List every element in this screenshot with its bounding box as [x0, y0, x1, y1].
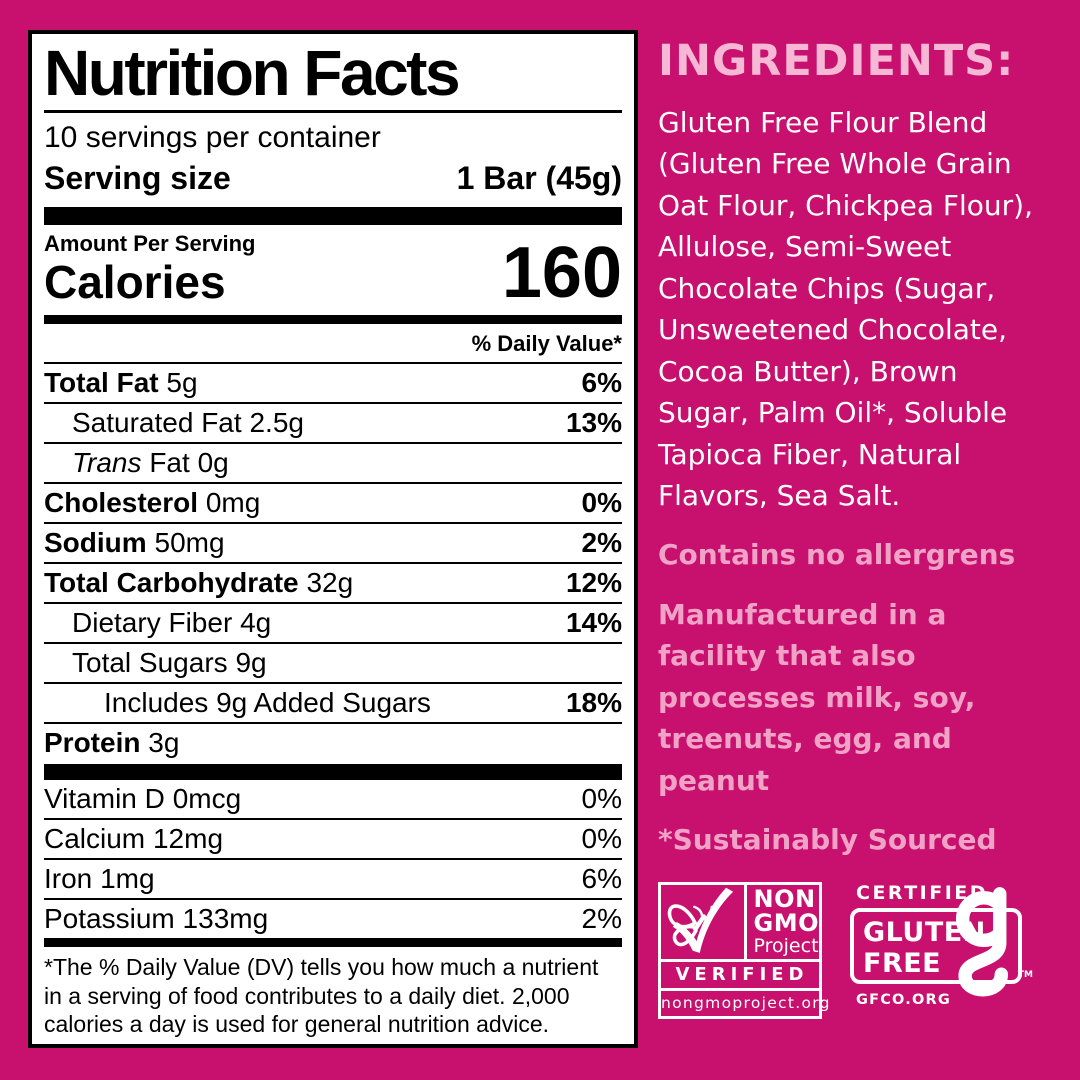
daily-value-header: % Daily Value*: [471, 330, 622, 356]
nutrient-row-total-fat: Total Fat 5g 6%: [44, 361, 622, 402]
thick-divider: [44, 206, 622, 225]
nutrient-name: Saturated Fat: [72, 406, 242, 438]
medium-divider: [44, 314, 622, 324]
amount-per-serving-label: Amount Per Serving: [44, 230, 256, 256]
nutrient-amount: 1mg: [100, 863, 155, 895]
nutrient-name: Calcium: [44, 823, 146, 855]
nutrient-row-total-sugars: Total Sugars 9g: [44, 642, 622, 682]
gluten-free-g-icon: [955, 887, 1009, 997]
nutrient-row-total-carbohydrate: Total Carbohydrate 32g 12%: [44, 561, 622, 602]
non-gmo-top-section: NON GMO Project: [661, 885, 819, 960]
nutrient-name: Includes 9g Added Sugars: [104, 687, 431, 719]
sustainability-note: *Sustainably Sourced: [658, 823, 997, 856]
non-gmo-wordmark: NON GMO Project: [743, 885, 819, 960]
serving-size-value: 1 Bar (45g): [456, 160, 622, 197]
nutrient-dv: 13%: [565, 406, 622, 438]
ingredients-panel: INGREDIENTS: Gluten Free Flour Blend (Gl…: [658, 36, 1040, 1020]
nutrient-name: Vitamin D: [44, 783, 165, 815]
nutrient-name: Total Carbohydrate: [44, 566, 299, 598]
non-gmo-project-verified-badge: NON GMO Project VERIFIED nongmoproject.o…: [658, 882, 829, 1020]
nutrient-amount: 4g: [240, 606, 272, 638]
non-gmo-website: nongmoproject.org: [661, 988, 829, 1016]
micronutrient-row-calcium: Calcium 12mg 0%: [44, 818, 622, 858]
nutrient-dv: 14%: [565, 606, 622, 638]
nutrient-amount: 0mcg: [172, 783, 242, 815]
nutrient-dv: 0%: [581, 823, 622, 855]
micronutrient-row-vitamin-d: Vitamin D 0mcg 0%: [44, 780, 622, 818]
nutrient-dv: 0%: [581, 783, 622, 815]
ingredients-heading: INGREDIENTS:: [658, 36, 1015, 86]
gluten-free-word2: FREE: [863, 947, 942, 979]
nutrient-dv: 6%: [581, 366, 622, 398]
gluten-free-trademark: TM: [1017, 970, 1033, 981]
nutrient-row-protein: Protein 3g: [44, 722, 622, 762]
nutrient-dv: 2%: [581, 903, 622, 935]
gluten-free-certified-label: CERTIFIED: [856, 882, 989, 905]
nutrient-name: Total Fat: [44, 366, 159, 398]
nutrient-row-added-sugars: Includes 9g Added Sugars 18%: [44, 682, 622, 722]
nutrient-row-sodium: Sodium 50mg 2%: [44, 521, 622, 562]
nutrient-dv: 6%: [581, 863, 622, 895]
nutrient-row-saturated-fat: Saturated Fat 2.5g 13%: [44, 401, 622, 442]
nutrient-dv: 0%: [581, 486, 622, 518]
nutrient-row-cholesterol: Cholesterol 0mg 0%: [44, 481, 622, 522]
ingredients-list: Gluten Free Flour Blend (Gluten Free Who…: [658, 106, 1033, 512]
nutrient-row-dietary-fiber: Dietary Fiber 4g 14%: [44, 601, 622, 642]
nutrient-name: Trans: [72, 446, 142, 478]
nutrition-facts-title: Nutrition Facts: [44, 37, 461, 109]
calories-label: Calories: [44, 255, 226, 308]
nutrient-amount: 0mg: [205, 486, 261, 518]
nutrient-amount: 133mg: [182, 903, 269, 935]
nutrient-amount: 9g: [235, 647, 267, 678]
nutrient-name: Cholesterol: [44, 486, 199, 518]
nutrient-dv: 2%: [581, 526, 622, 558]
gluten-free-box: GLUTEN FREE TM: [850, 887, 1033, 997]
serving-size-label: Serving size: [44, 160, 231, 197]
non-gmo-line1: NON: [753, 885, 816, 914]
nutrient-amount: 5g: [166, 366, 198, 398]
nutrient-name: Potassium: [44, 903, 175, 935]
nutrient-dv: 18%: [565, 687, 622, 719]
micronutrient-row-iron: Iron 1mg 6%: [44, 858, 622, 898]
servings-per-container: 10 servings per container: [44, 121, 381, 155]
certification-badges: NON GMO Project VERIFIED nongmoproject.o…: [658, 882, 1040, 1020]
nutrient-name: Dietary Fiber: [72, 606, 233, 638]
non-gmo-line3: Project: [753, 935, 819, 958]
daily-value-footnote: *The % Daily Value (DV) tells you how mu…: [44, 954, 599, 1037]
certified-gluten-free-badge: CERTIFIED GLUTEN FREE TM GFCO.ORG: [850, 882, 1040, 1008]
nutrient-amount: Fat 0g: [149, 446, 229, 478]
nutrient-amount: 2.5g: [249, 406, 304, 438]
nutrient-dv: 12%: [565, 566, 622, 598]
nutrient-name: Total Sugars: [72, 647, 228, 678]
nutrient-amount: 3g: [148, 727, 180, 759]
thick-divider: [44, 764, 622, 781]
nutrient-name: Sodium: [44, 526, 147, 558]
allergen-note: Contains no allergrens: [658, 538, 1016, 572]
medium-divider: [44, 938, 622, 948]
calories-value: 160: [501, 232, 622, 313]
nutrient-amount: 50mg: [154, 526, 225, 558]
nutrition-facts-label: Nutrition Facts 10 servings per containe…: [28, 30, 638, 1048]
nutrient-name: Iron: [44, 863, 93, 895]
nutrient-amount: 32g: [306, 566, 354, 598]
divider: [44, 110, 622, 114]
calories-row: Calories 160: [44, 237, 622, 315]
facility-note: Manufactured in a facility that also pro…: [658, 597, 976, 797]
nutrient-row-trans-fat: Trans Fat 0g: [44, 441, 622, 482]
nutrient-name: Protein: [44, 727, 141, 759]
non-gmo-verified-band: VERIFIED: [661, 959, 819, 988]
micronutrient-row-potassium: Potassium 133mg 2%: [44, 898, 622, 938]
non-gmo-butterfly-icon: [661, 885, 744, 959]
non-gmo-line2: GMO: [753, 908, 819, 937]
serving-size-row: Serving size 1 Bar (45g): [44, 157, 622, 203]
nutrient-amount: 12mg: [152, 823, 224, 855]
gluten-free-org: GFCO.ORG: [856, 992, 951, 1009]
